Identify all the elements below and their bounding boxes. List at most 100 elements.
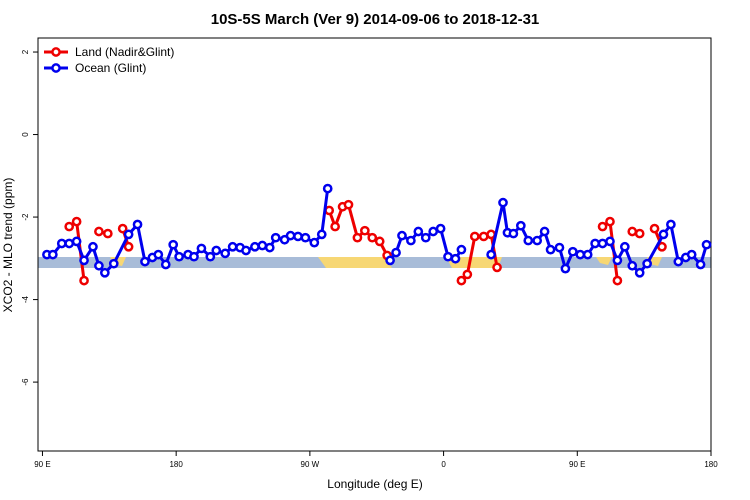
data-point [649,223,660,234]
data-point [486,249,496,260]
data-point [545,244,556,255]
y-axis-label: XCO2 - MLO trend (ppm) [1,178,15,313]
data-point [492,262,502,273]
data-point [627,226,638,237]
legend-marker [51,63,61,73]
data-point [160,259,171,270]
x-tick-label: 90 W [301,460,320,469]
data-point [612,275,623,286]
legend-label: Land (Nadir&Glint) [75,45,174,59]
data-point [94,260,104,271]
data-point [322,183,333,194]
data-point [435,223,446,234]
data-point [56,238,67,249]
data-point [597,221,608,232]
data-point [560,263,571,274]
data-point [686,249,697,260]
data-point [406,235,416,246]
data-point [94,226,104,237]
data-point [88,241,98,252]
data-point [657,241,667,252]
data-point [300,232,311,243]
data-point [174,251,184,262]
data-point [220,248,231,259]
x-tick-label: 0 [441,460,446,469]
data-point [270,232,281,243]
data-point [374,236,385,247]
data-point [117,223,128,234]
data-point [140,256,150,267]
data-point [539,226,550,237]
data-point [309,237,320,248]
data-point [391,247,401,258]
land-ocean-band [38,257,711,268]
data-point [567,246,578,257]
data-point [64,221,75,232]
data-point [478,231,489,242]
data-point [330,221,340,232]
data-point [100,267,110,278]
x-tick-label: 90 E [569,460,585,469]
y-tick-label: -6 [21,378,30,386]
y-tick-label: -2 [21,213,30,221]
data-point [211,245,222,256]
data-point [666,219,676,230]
data-point [264,242,275,253]
data-point [673,256,684,267]
data-point [443,251,453,262]
data-point [456,244,467,255]
data-point [462,269,473,280]
x-axis-label: Longitude (deg E) [327,477,422,491]
data-point [515,220,526,231]
data-point [575,249,586,260]
data-point [123,229,134,240]
data-point [359,225,370,236]
data-point [605,236,615,247]
data-point [597,238,608,249]
data-point [108,258,119,269]
data-point [634,267,645,278]
data-point [293,231,303,242]
data-point [352,232,363,243]
data-point [456,275,467,286]
data-point [428,226,439,237]
data-point [250,241,260,252]
legend-label: Ocean (Glint) [75,61,146,75]
data-point [532,235,543,246]
data-point [554,242,565,253]
data-point [695,259,706,270]
y-tick-label: -4 [21,295,30,303]
y-tick-label: 0 [21,132,30,137]
data-point [71,216,82,227]
data-point [79,255,89,266]
data-point [450,253,461,264]
data-point [48,249,58,260]
data-point [397,230,407,241]
data-point [316,229,327,240]
data-point [132,219,143,230]
data-point [153,249,164,260]
data-point [257,240,268,251]
data-point [79,275,89,286]
x-tick-label: 90 E [34,460,50,469]
legend-marker [51,47,61,57]
data-point [523,235,534,246]
data-point [241,245,251,256]
data-point [367,232,378,243]
chart-title: 10S-5S March (Ver 9) 2014-09-06 to 2018-… [211,11,540,28]
data-point [498,197,508,208]
data-point [71,236,82,247]
data-point [469,231,480,242]
data-point [343,199,354,210]
data-point [227,241,238,252]
data-point [701,239,712,250]
series-line [68,202,664,282]
data-point [413,226,424,237]
x-tick-label: 180 [704,460,718,469]
data-point [582,249,593,260]
data-point [627,260,638,271]
data-point [420,232,431,243]
data-point [612,255,623,266]
data-point [605,216,615,227]
